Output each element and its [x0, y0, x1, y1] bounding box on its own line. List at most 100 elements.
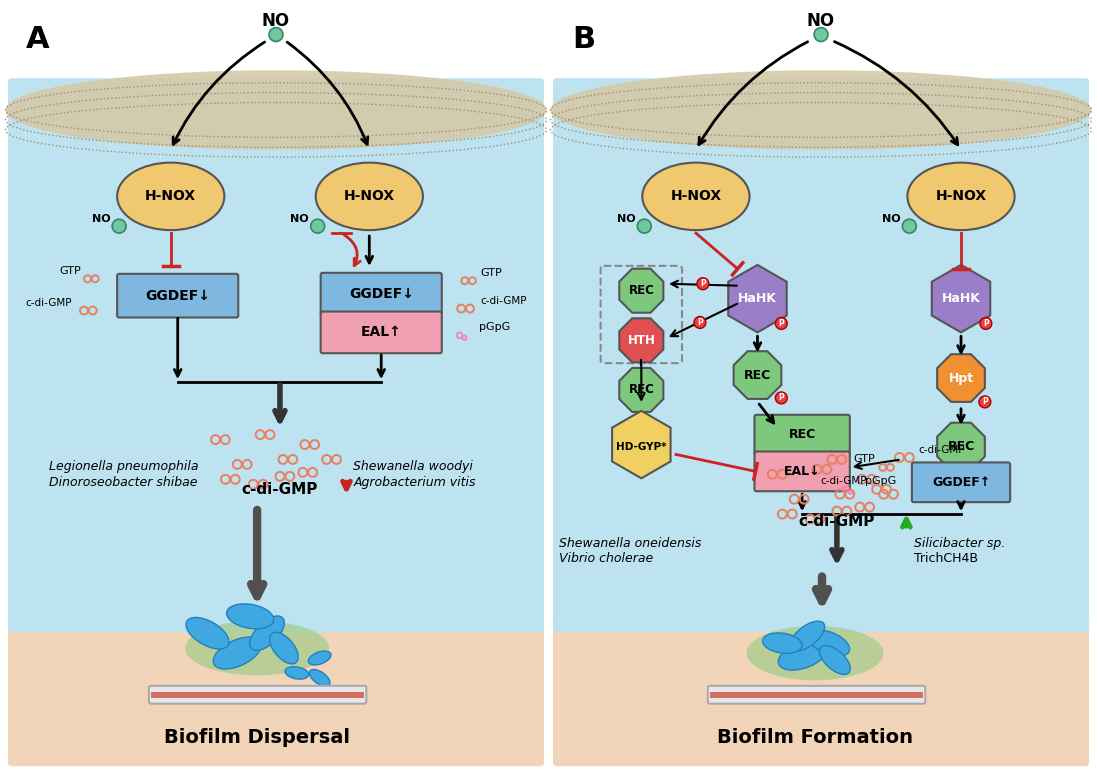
Text: Hpt: Hpt [949, 372, 973, 384]
Ellipse shape [308, 651, 331, 665]
Circle shape [848, 490, 852, 494]
Text: H-NOX: H-NOX [343, 189, 395, 203]
Text: c-di-GMP: c-di-GMP [821, 477, 867, 487]
FancyBboxPatch shape [553, 614, 1089, 766]
Text: P: P [982, 397, 987, 407]
Ellipse shape [316, 162, 423, 230]
Text: HTH: HTH [627, 334, 655, 346]
Text: NO: NO [807, 12, 835, 30]
Ellipse shape [819, 645, 850, 675]
Text: NO: NO [91, 214, 110, 224]
Text: GTP: GTP [480, 268, 502, 278]
Circle shape [776, 317, 788, 330]
Ellipse shape [643, 162, 749, 230]
Polygon shape [937, 354, 985, 402]
Polygon shape [734, 351, 781, 399]
Text: NO: NO [262, 12, 290, 30]
FancyBboxPatch shape [755, 415, 850, 454]
Text: Dinoroseobacter shibae: Dinoroseobacter shibae [48, 476, 197, 489]
Text: H-NOX: H-NOX [670, 189, 722, 203]
FancyBboxPatch shape [149, 686, 366, 704]
Text: NO: NO [290, 214, 308, 224]
Text: Biofilm Dispersal: Biofilm Dispersal [165, 728, 350, 747]
Text: Biofilm Formation: Biofilm Formation [717, 728, 913, 747]
Polygon shape [620, 318, 664, 363]
Ellipse shape [907, 162, 1015, 230]
Text: Shewanella oneidensis: Shewanella oneidensis [559, 537, 701, 551]
Ellipse shape [778, 642, 826, 670]
Text: Vibrio cholerae: Vibrio cholerae [559, 552, 653, 565]
Text: NO: NO [617, 214, 635, 224]
Text: Shewanella woodyi: Shewanella woodyi [353, 460, 473, 473]
Text: GGDEF↑: GGDEF↑ [931, 476, 991, 489]
Circle shape [979, 396, 991, 408]
Text: P: P [983, 319, 988, 328]
Bar [151, 691, 364, 698]
Text: REC: REC [629, 383, 654, 397]
Circle shape [637, 219, 652, 233]
Text: Legionella pneumophila: Legionella pneumophila [48, 460, 199, 473]
Text: A: A [26, 25, 49, 54]
Text: P: P [779, 393, 784, 403]
Ellipse shape [285, 667, 308, 679]
Text: HaHK: HaHK [738, 292, 777, 305]
FancyBboxPatch shape [117, 274, 238, 317]
Ellipse shape [250, 616, 284, 651]
Ellipse shape [747, 626, 883, 681]
Text: c-di-GMP: c-di-GMP [799, 514, 875, 528]
Text: TrichCH4B: TrichCH4B [914, 552, 979, 565]
Text: c-di-GMP: c-di-GMP [241, 482, 318, 497]
Polygon shape [620, 269, 664, 313]
Polygon shape [931, 265, 991, 333]
FancyBboxPatch shape [912, 463, 1010, 502]
Circle shape [112, 219, 126, 233]
Bar [710, 691, 924, 698]
Ellipse shape [762, 633, 802, 653]
Ellipse shape [551, 70, 1092, 149]
Circle shape [776, 392, 788, 403]
Text: P: P [779, 319, 784, 328]
Text: GGDEF↓: GGDEF↓ [349, 286, 414, 300]
Circle shape [269, 28, 283, 42]
Ellipse shape [790, 621, 825, 651]
Polygon shape [620, 368, 664, 412]
Text: HaHK: HaHK [941, 292, 981, 305]
Text: EAL↑: EAL↑ [361, 326, 402, 340]
Text: c-di-GMP: c-di-GMP [480, 296, 527, 306]
Text: pGpG: pGpG [478, 323, 510, 333]
Ellipse shape [185, 621, 329, 675]
Text: EAL↓: EAL↓ [784, 465, 821, 478]
Ellipse shape [213, 637, 261, 669]
Text: REC: REC [744, 369, 771, 382]
FancyBboxPatch shape [553, 79, 1089, 632]
FancyBboxPatch shape [708, 686, 925, 704]
Text: GGDEF↓: GGDEF↓ [145, 289, 211, 303]
Ellipse shape [309, 669, 330, 686]
Text: Agrobacterium vitis: Agrobacterium vitis [353, 476, 476, 489]
Ellipse shape [808, 630, 849, 656]
Circle shape [462, 336, 466, 340]
Text: REC: REC [789, 428, 816, 441]
Polygon shape [728, 265, 787, 333]
Circle shape [694, 316, 705, 329]
Text: H-NOX: H-NOX [145, 189, 196, 203]
Polygon shape [937, 423, 985, 470]
Text: H-NOX: H-NOX [936, 189, 986, 203]
Text: Silicibacter sp.: Silicibacter sp. [914, 537, 1006, 551]
Text: NO: NO [882, 214, 901, 224]
Ellipse shape [5, 70, 546, 149]
Circle shape [980, 317, 992, 330]
FancyBboxPatch shape [320, 312, 442, 353]
Text: REC: REC [629, 284, 654, 297]
Text: GTP: GTP [852, 454, 874, 464]
Ellipse shape [186, 618, 229, 649]
Polygon shape [612, 411, 670, 478]
Text: c-di-GMP: c-di-GMP [25, 297, 71, 307]
Ellipse shape [117, 162, 225, 230]
Circle shape [697, 278, 709, 290]
Circle shape [814, 28, 828, 42]
Ellipse shape [270, 632, 298, 664]
Text: pGpG: pGpG [864, 477, 896, 487]
FancyBboxPatch shape [755, 451, 850, 491]
Text: P: P [700, 280, 705, 288]
